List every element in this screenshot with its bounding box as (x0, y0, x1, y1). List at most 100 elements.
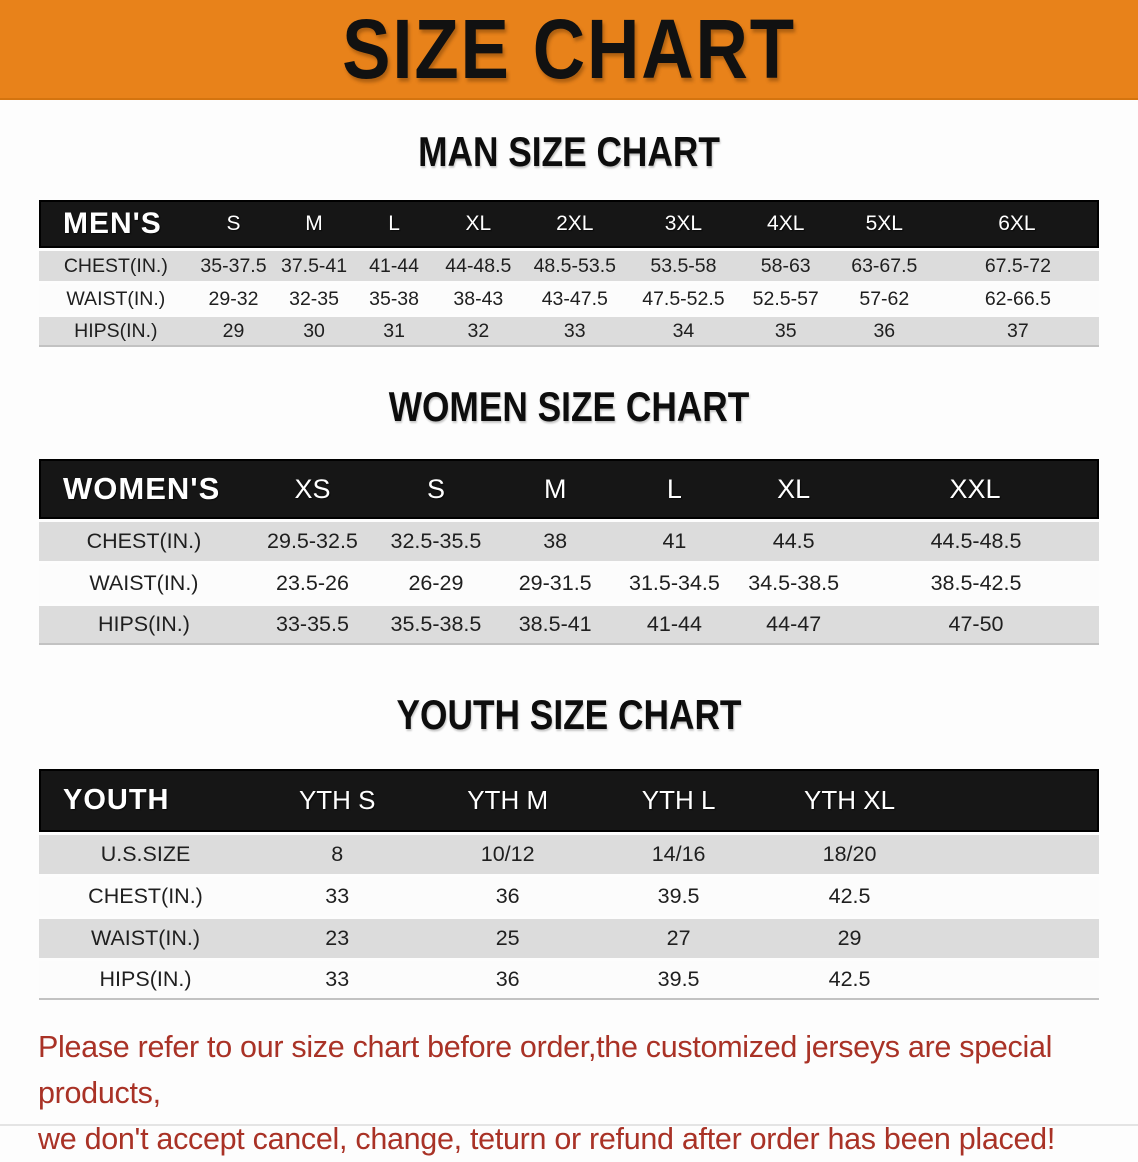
measurement-row: WAIST(IN.) 29-32 32-35 35-38 38-43 43-47.5 47.… (39, 281, 1099, 314)
size-chart-banner: SIZE CHART (0, 0, 1138, 100)
size-value-cell: 39.5 (592, 958, 765, 1000)
size-value-cell: 10/12 (422, 832, 593, 874)
size-value-cell: 44.5 (734, 519, 854, 561)
size-column-header: M (495, 459, 615, 519)
size-value-cell: 29 (192, 314, 275, 347)
measurement-row: HIPS(IN.) 29 30 31 32 33 34 35 36 37 (39, 314, 1099, 347)
size-column-header: S (376, 459, 496, 519)
blank-cell (934, 832, 1099, 874)
measurement-label: WAIST(IN.) (39, 281, 193, 314)
table-corner-label: MEN'S (39, 200, 193, 248)
size-value-cell: 44.5-48.5 (853, 519, 1099, 561)
measurement-row: WAIST(IN.) 23.5-26 26-29 29-31.5 31.5-34.5 34… (39, 561, 1099, 603)
size-value-cell: 31 (353, 314, 435, 347)
measurement-label: HIPS(IN.) (39, 314, 193, 347)
size-value-cell: 32-35 (274, 281, 354, 314)
footer-note-line2: we don't accept cancel, change, teturn o… (38, 1122, 1055, 1156)
size-value-cell: 33 (522, 314, 628, 347)
size-value-cell: 29 (764, 916, 935, 958)
size-column-header: XL (434, 200, 523, 248)
measurement-label: CHEST(IN.) (39, 519, 249, 561)
size-value-cell: 34 (627, 314, 740, 347)
section-heading-youth: YOUTH SIZE CHART (396, 691, 742, 738)
size-column-header: 6XL (936, 200, 1099, 248)
size-column-header: XS (248, 459, 377, 519)
size-value-cell: 23 (252, 916, 423, 958)
size-column-header: YTH M (422, 769, 593, 832)
size-value-cell: 33 (252, 874, 423, 916)
size-column-header: XL (734, 459, 854, 519)
blank-cell (934, 958, 1099, 1000)
size-value-cell: 41-44 (353, 248, 435, 281)
size-value-cell: 39.5 (592, 874, 765, 916)
size-value-cell: 67.5-72 (936, 248, 1099, 281)
size-value-cell: 37 (936, 314, 1099, 347)
size-value-cell: 42.5 (764, 874, 935, 916)
size-value-cell: 14/16 (592, 832, 765, 874)
size-column-header: 3XL (627, 200, 740, 248)
size-value-cell: 63-67.5 (831, 248, 937, 281)
size-value-cell: 31.5-34.5 (614, 561, 735, 603)
size-value-cell: 18/20 (764, 832, 935, 874)
measurement-label: CHEST(IN.) (39, 248, 193, 281)
size-value-cell: 58-63 (739, 248, 832, 281)
measurement-row: HIPS(IN.) 33-35.5 35.5-38.5 38.5-41 41-44 44-… (39, 603, 1099, 645)
size-value-cell: 34.5-38.5 (734, 561, 854, 603)
section-heading-women: WOMEN SIZE CHART (388, 383, 750, 430)
size-column-header: L (353, 200, 435, 248)
size-column-header: 2XL (522, 200, 628, 248)
measurement-label: WAIST(IN.) (39, 916, 253, 958)
size-value-cell: 44-48.5 (434, 248, 523, 281)
size-value-cell: 36 (422, 874, 593, 916)
size-value-cell: 57-62 (831, 281, 937, 314)
size-column-header: 5XL (831, 200, 937, 248)
size-value-cell: 8 (252, 832, 423, 874)
table-corner-label: YOUTH (39, 769, 253, 832)
section-heading-man: MAN SIZE CHART (418, 128, 720, 175)
blank-header-cell (934, 769, 1099, 832)
size-value-cell: 38-43 (434, 281, 523, 314)
size-value-cell: 32.5-35.5 (376, 519, 496, 561)
size-header-row: MEN'S S M L XL 2XL 3XL 4XL 5XL 6XL (39, 200, 1099, 248)
table-corner-label: WOMEN'S (39, 459, 249, 519)
size-value-cell: 42.5 (764, 958, 935, 1000)
size-value-cell: 35.5-38.5 (376, 603, 496, 645)
size-column-header: YTH XL (764, 769, 935, 832)
size-column-header: L (614, 459, 735, 519)
women-size-chart-section: WOMEN SIZE CHART WOMEN'S XS S M L XL XXL CHEST(… (0, 383, 1138, 645)
size-value-cell: 43-47.5 (522, 281, 628, 314)
size-value-cell: 29-31.5 (495, 561, 615, 603)
size-header-row: YOUTH YTH S YTH M YTH L YTH XL (39, 769, 1099, 832)
footer-note: Please refer to our size chart before or… (0, 1024, 1138, 1162)
size-value-cell: 41 (614, 519, 735, 561)
size-value-cell: 33-35.5 (248, 603, 377, 645)
measurement-label: HIPS(IN.) (39, 603, 249, 645)
bottom-edge-divider (0, 1124, 1138, 1126)
size-value-cell: 36 (831, 314, 937, 347)
size-value-cell: 32 (434, 314, 523, 347)
size-column-header: 4XL (739, 200, 832, 248)
measurement-row: U.S.SIZE 8 10/12 14/16 18/20 (39, 832, 1099, 874)
size-value-cell: 36 (422, 958, 593, 1000)
measurement-label: HIPS(IN.) (39, 958, 253, 1000)
banner-title: SIZE CHART (342, 1, 796, 97)
measurement-row: CHEST(IN.) 35-37.5 37.5-41 41-44 44-48.5 48.5… (39, 248, 1099, 281)
size-value-cell: 47-50 (853, 603, 1099, 645)
size-value-cell: 29-32 (192, 281, 275, 314)
size-value-cell: 35-37.5 (192, 248, 275, 281)
size-value-cell: 38.5-41 (495, 603, 615, 645)
mens-size-table: MEN'S S M L XL 2XL 3XL 4XL 5XL 6XL CHEST(IN.) 35-37… (39, 200, 1099, 347)
size-column-header: YTH L (592, 769, 765, 832)
blank-cell (934, 916, 1099, 958)
size-value-cell: 35 (739, 314, 832, 347)
size-value-cell: 52.5-57 (739, 281, 832, 314)
size-value-cell: 33 (252, 958, 423, 1000)
size-value-cell: 47.5-52.5 (627, 281, 740, 314)
measurement-row: CHEST(IN.) 33 36 39.5 42.5 (39, 874, 1099, 916)
size-value-cell: 26-29 (376, 561, 496, 603)
size-column-header: XXL (853, 459, 1099, 519)
size-column-header: M (274, 200, 354, 248)
measurement-label: CHEST(IN.) (39, 874, 253, 916)
size-value-cell: 30 (274, 314, 354, 347)
size-value-cell: 37.5-41 (274, 248, 354, 281)
